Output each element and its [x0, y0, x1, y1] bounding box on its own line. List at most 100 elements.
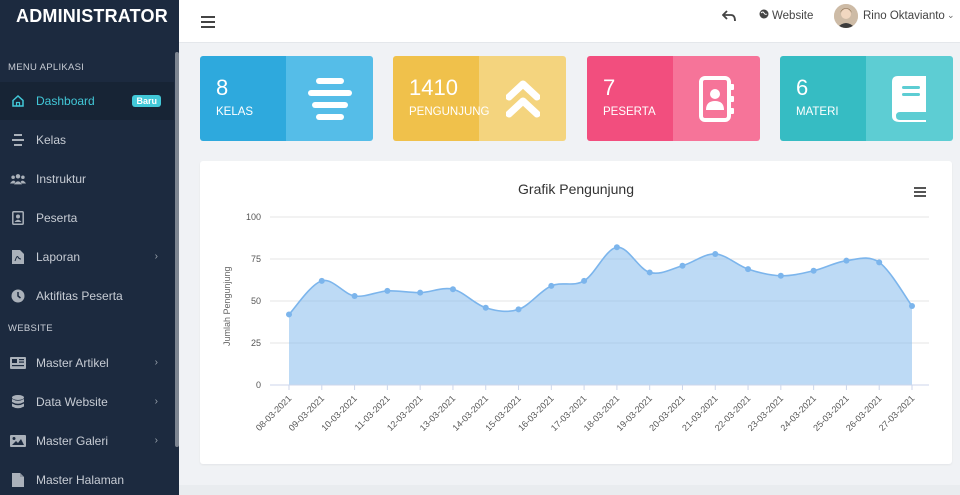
data-point — [449, 286, 456, 293]
stat-value: 8 — [216, 75, 229, 100]
visitor-chart: 025507510008-03-202109-03-202110-03-2021… — [246, 212, 929, 433]
double-chevron-up-icon — [479, 56, 566, 141]
stat-label: PESERTA — [603, 106, 656, 118]
sidebar-item-kelas[interactable]: Kelas — [0, 121, 174, 159]
data-point — [613, 244, 620, 251]
globe-icon — [759, 9, 769, 22]
new-badge: Baru — [132, 95, 161, 107]
sidebar: ADMINISTRATOR MENU APLIKASI Dashboard Ba… — [0, 0, 179, 495]
chevron-right-icon: › — [154, 357, 158, 368]
stat-card-materi[interactable]: 6 MATERI — [780, 56, 953, 141]
clock-icon — [10, 288, 26, 304]
footer-strip — [179, 485, 960, 495]
section-label-app: MENU APLIKASI — [8, 62, 85, 73]
file-pdf-icon — [10, 249, 26, 265]
data-point — [351, 292, 358, 299]
y-tick-label: 25 — [251, 338, 261, 348]
y-tick-label: 75 — [251, 254, 261, 264]
x-tick-label: 27-03-2021 — [877, 393, 917, 433]
sidebar-item-master-halaman[interactable]: Master Halaman — [0, 461, 174, 495]
chart-menu-icon[interactable] — [914, 187, 926, 197]
stat-label: KELAS — [216, 106, 254, 118]
stat-card-kelas[interactable]: 8 KELAS — [200, 56, 373, 141]
series-area — [289, 247, 912, 385]
sidebar-item-data-website[interactable]: Data Website › — [0, 383, 174, 421]
data-point — [712, 250, 719, 257]
users-icon — [10, 171, 26, 187]
website-link[interactable]: Website — [759, 9, 813, 22]
brand-logo[interactable]: ADMINISTRATOR — [16, 5, 168, 26]
y-tick-label: 0 — [256, 380, 261, 390]
y-tick-label: 50 — [251, 296, 261, 306]
chevron-right-icon: › — [154, 251, 158, 262]
stat-value: 6 — [796, 75, 809, 100]
y-tick-label: 100 — [246, 212, 261, 222]
chart-title: Grafik Pengunjung — [518, 181, 634, 197]
sidebar-scrollbar[interactable] — [175, 52, 179, 447]
chevron-right-icon: › — [154, 435, 158, 446]
stat-card-pengunjung[interactable]: 1410 PENGUNJUNG — [393, 56, 566, 141]
sidebar-item-label: Master Galeri — [36, 434, 109, 448]
sidebar-item-aktifitas-peserta[interactable]: Aktifitas Peserta — [0, 277, 174, 315]
sidebar-item-master-artikel[interactable]: Master Artikel › — [0, 344, 174, 382]
data-point — [843, 257, 850, 264]
sidebar-item-label: Master Artikel — [36, 356, 109, 370]
avatar[interactable] — [834, 4, 858, 28]
align-center-icon — [286, 56, 373, 141]
back-arrow-icon[interactable] — [721, 9, 736, 25]
data-point — [777, 272, 784, 279]
data-point — [646, 269, 653, 276]
stat-card-body — [200, 56, 286, 141]
user-name[interactable]: Rino Oktavianto — [863, 10, 945, 22]
stat-card-body — [780, 56, 866, 141]
data-point — [745, 266, 752, 273]
data-point — [384, 287, 391, 294]
data-point — [417, 289, 424, 296]
file-icon — [10, 472, 26, 488]
section-label-web: WEBSITE — [8, 323, 53, 334]
sidebar-item-peserta[interactable]: Peserta — [0, 199, 174, 237]
sidebar-item-dashboard[interactable]: Dashboard Baru — [0, 82, 174, 120]
stat-card-body — [393, 56, 479, 141]
sidebar-item-label: Data Website — [36, 395, 108, 409]
chevron-down-icon[interactable]: ⌄ — [947, 10, 955, 20]
stat-card-peserta[interactable]: 7 PESERTA — [587, 56, 760, 141]
sidebar-item-label: Laporan — [36, 250, 81, 264]
data-point — [515, 306, 522, 313]
align-center-icon — [10, 132, 26, 148]
data-point — [679, 262, 686, 269]
newspaper-icon — [10, 355, 26, 371]
stat-label: MATERI — [796, 106, 839, 118]
chart-y-axis-label: Jumlah Pengunjung — [222, 266, 232, 346]
top-navbar: Website Rino Oktavianto ⌄ — [179, 0, 960, 43]
data-point — [581, 277, 588, 284]
chart-panel: 0 25 50 75 100 08-03-2021 09-03-2021 10-03-2021… — [200, 161, 952, 464]
image-icon — [10, 433, 26, 449]
website-label: Website — [772, 9, 814, 22]
sidebar-item-instruktur[interactable]: Instruktur — [0, 160, 174, 198]
address-book-icon — [673, 56, 760, 141]
sidebar-item-label: Peserta — [36, 211, 78, 225]
sidebar-item-label: Instruktur — [36, 172, 87, 186]
database-icon — [10, 394, 26, 410]
sidebar-item-laporan[interactable]: Laporan › — [0, 238, 174, 276]
stat-value: 1410 — [409, 75, 458, 100]
data-point — [548, 282, 555, 289]
chevron-right-icon: › — [154, 396, 158, 407]
menu-toggle-icon[interactable] — [201, 16, 215, 28]
sidebar-item-master-galeri[interactable]: Master Galeri › — [0, 422, 174, 460]
stat-label: PENGUNJUNG — [409, 106, 490, 118]
sidebar-item-label: Aktifitas Peserta — [36, 289, 123, 303]
sidebar-item-label: Master Halaman — [36, 473, 125, 487]
id-card-icon — [10, 210, 26, 226]
stat-value: 7 — [603, 75, 616, 100]
data-point — [876, 259, 883, 266]
data-point — [482, 304, 489, 311]
data-point — [318, 277, 325, 284]
data-point — [286, 311, 292, 318]
home-icon — [10, 93, 26, 109]
data-point — [909, 303, 915, 310]
book-icon — [866, 56, 953, 141]
sidebar-item-label: Kelas — [36, 133, 67, 147]
data-point — [810, 267, 817, 274]
